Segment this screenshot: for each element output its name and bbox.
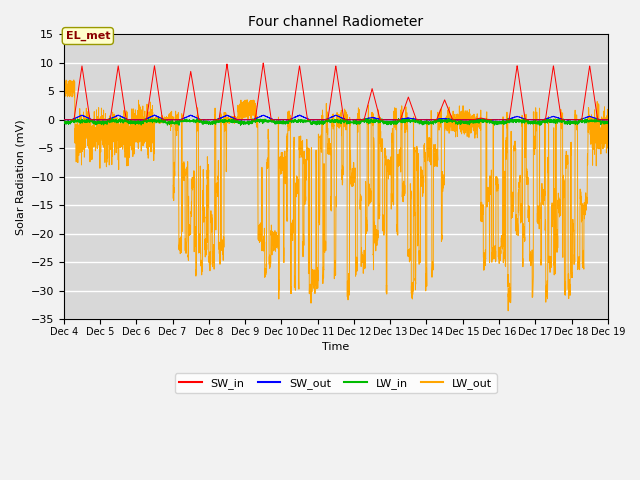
Legend: SW_in, SW_out, LW_in, LW_out: SW_in, SW_out, LW_in, LW_out <box>175 373 497 393</box>
Text: EL_met: EL_met <box>65 31 110 41</box>
X-axis label: Time: Time <box>322 342 349 352</box>
Y-axis label: Solar Radiation (mV): Solar Radiation (mV) <box>15 119 25 235</box>
Title: Four channel Radiometer: Four channel Radiometer <box>248 15 423 29</box>
